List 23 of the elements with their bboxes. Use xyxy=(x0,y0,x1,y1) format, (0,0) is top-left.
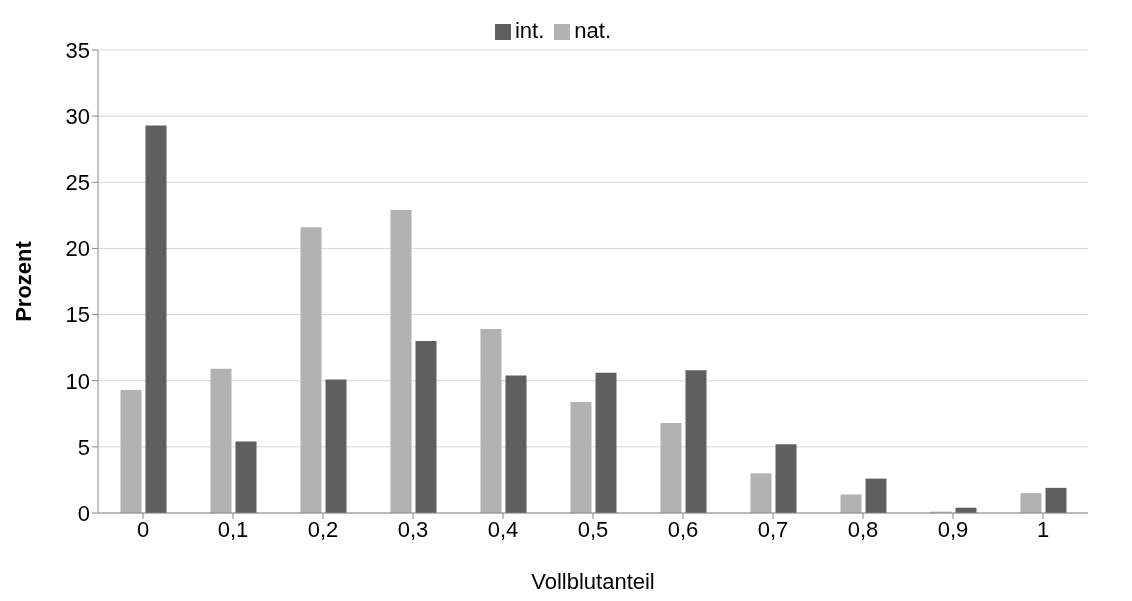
legend-label: nat. xyxy=(574,18,612,43)
x-axis-title: Vollblutanteil xyxy=(531,568,655,594)
y-axis-title: Prozent xyxy=(10,240,36,322)
y-tick-label: 15 xyxy=(65,302,90,328)
y-tick-label: 0 xyxy=(77,500,90,526)
y-tick-label: 20 xyxy=(65,236,90,262)
legend-label: int. xyxy=(514,18,545,43)
x-tick-label: 0,8 xyxy=(847,516,879,542)
x-tick-label: 0,3 xyxy=(397,516,429,542)
y-tick-label: 35 xyxy=(65,37,90,63)
y-tick-label: 25 xyxy=(65,170,90,196)
y-tick-label: 10 xyxy=(65,368,90,394)
x-tick-label: 0,4 xyxy=(487,516,519,542)
x-tick-label: 0 xyxy=(136,516,150,542)
x-tick-label: 0,9 xyxy=(937,516,969,542)
x-tick-label: 0,1 xyxy=(217,516,249,542)
y-tick-label: 5 xyxy=(77,434,90,460)
x-tick-label: 0,7 xyxy=(757,516,789,542)
x-tick-label: 0,5 xyxy=(577,516,609,542)
y-tick-label: 30 xyxy=(65,103,90,129)
x-tick-label: 1 xyxy=(1036,516,1050,542)
x-tick-label: 0,2 xyxy=(307,516,339,542)
x-tick-label: 0,6 xyxy=(667,516,699,542)
